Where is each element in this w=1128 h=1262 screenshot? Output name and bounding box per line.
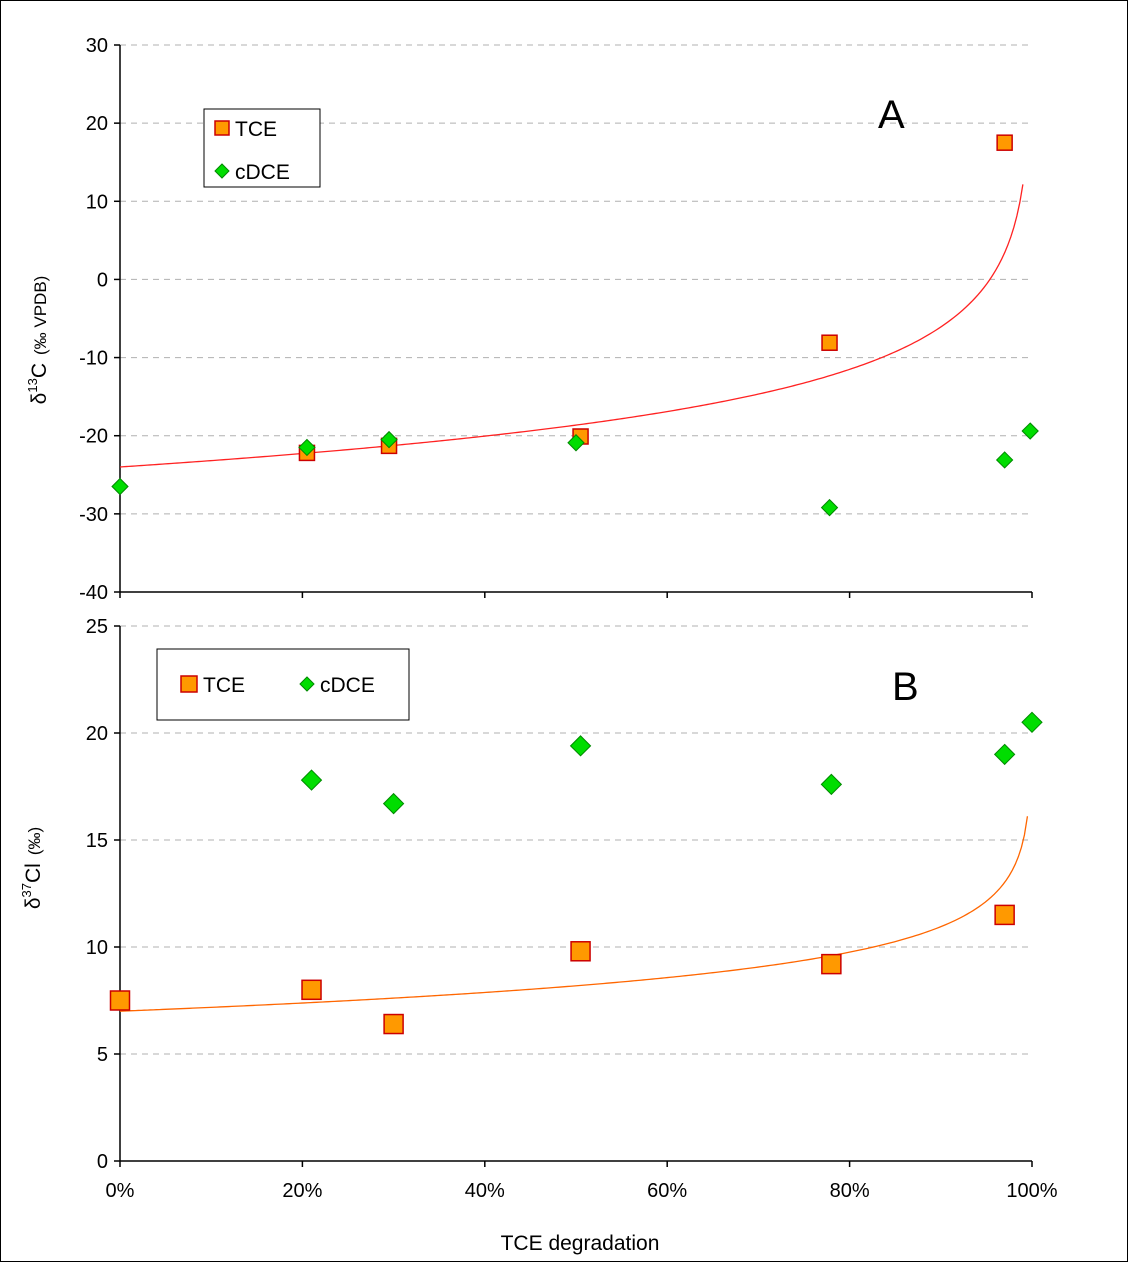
panel-b-ytick-label: 5 [97, 1044, 108, 1066]
panel-a-ytick-label: 10 [86, 191, 108, 213]
panel-b-ytick-label: 15 [86, 830, 108, 852]
panel-b: 25 20 15 10 5 0 0% 20% 40% 60% 80% 100% δ37Cl (‰) B… [19, 616, 1058, 1255]
panel-a-ylabel-symbol: δ [28, 393, 51, 405]
panel-a-legend: TCE cDCE [203, 108, 321, 188]
panel-b-tce-fit-line [119, 816, 1029, 1012]
panel-b-x-axis-label: TCE degradation [501, 1232, 660, 1255]
panel-a-label: A [878, 93, 905, 137]
panel-a-ytick-label: -30 [79, 504, 108, 526]
panel-b-xtick-label: 80% [830, 1180, 870, 1202]
panel-b-y-ticks: 25 20 15 10 5 0 [86, 616, 120, 1173]
panel-b-cdce-point [300, 769, 323, 791]
panel-b-xtick-label: 60% [647, 1180, 687, 1202]
panel-a-y-ticks: 30 20 10 0 -10 -20 -30 -40 [79, 35, 120, 604]
panel-b-legend-box [156, 648, 410, 721]
panel-a-cdce-point [298, 438, 316, 457]
panel-b-points [109, 711, 1043, 1035]
panel-a-tce-point [996, 134, 1013, 151]
panel-a-legend-tce-label: TCE [235, 118, 277, 141]
panel-a-ylabel-element: C [28, 363, 51, 378]
panel-b-x-ticks: 0% 20% 40% 60% 80% 100% [106, 1161, 1058, 1202]
panel-b-ylabel-element: Cl [22, 863, 45, 883]
panel-b-ytick-label: 10 [86, 937, 108, 959]
panel-a-ylabel-superscript: 13 [25, 378, 40, 392]
panel-b-tce-point [821, 953, 842, 975]
panel-a-y-axis-label: δ13C (‰ VPDB) [25, 276, 51, 405]
panel-b-ytick-label: 25 [86, 616, 108, 638]
panel-a-cdce-point [1021, 422, 1039, 440]
panel-b-legend: TCE cDCE [156, 648, 410, 721]
panel-a-legend-cdce-label: cDCE [235, 161, 290, 184]
panel-b-legend-cdce-marker [299, 676, 315, 692]
panel-b-cdce-point [820, 773, 843, 796]
panel-a-cdce-point [567, 434, 585, 452]
panel-a-tce-point [821, 334, 838, 351]
panel-b-cdce-point [569, 735, 592, 757]
panel-a-ytick-label: -20 [79, 426, 108, 448]
panel-b-ylabel-unit: (‰) [25, 827, 44, 855]
panel-b-ylabel-superscript: 37 [19, 883, 34, 897]
panel-a-tce-fit-line [119, 184, 1024, 468]
panel-b-tce-point [570, 941, 591, 962]
panel-b-legend-cdce-label: cDCE [320, 674, 375, 697]
panel-b-ytick-label: 20 [86, 723, 108, 745]
panel-a-cdce-point [995, 451, 1014, 469]
panel-b-legend-tce-label: TCE [203, 674, 245, 697]
panel-a-cdce-point [111, 477, 129, 496]
panel-b-label: B [892, 665, 919, 709]
panel-b-cdce-point [1021, 711, 1043, 734]
panel-b-ytick-label: 0 [97, 1151, 108, 1173]
panel-a-ytick-label: 30 [86, 35, 108, 57]
panel-b-legend-tce-marker [180, 675, 198, 693]
panel-b-tce-point [994, 904, 1015, 926]
panel-b-tce-point [383, 1013, 404, 1035]
panel-b-tce-point [301, 979, 322, 1001]
panel-a-x-ticks [119, 592, 1033, 598]
panel-a-cdce-point [380, 430, 398, 449]
panel-a-ytick-label: -10 [79, 348, 108, 370]
panel-a-ylabel-unit: (‰ VPDB) [31, 276, 50, 355]
panel-b-y-axis-label: δ37Cl (‰) [19, 827, 45, 909]
panel-b-tce-point [109, 990, 131, 1011]
panel-b-xtick-label: 20% [282, 1180, 322, 1202]
panel-a-legend-cdce-marker [214, 163, 230, 179]
panel-b-ylabel-symbol: δ [22, 897, 45, 909]
panel-b-cdce-point [993, 743, 1016, 766]
panel-b-xtick-label: 0% [106, 1180, 135, 1202]
panel-a-points [111, 134, 1039, 517]
panel-b-xtick-label: 100% [1006, 1180, 1057, 1202]
panel-a-ytick-label: -40 [79, 582, 108, 604]
panel-a-cdce-point [820, 498, 839, 517]
panel-a-ytick-label: 0 [97, 269, 108, 291]
panel-a-ytick-label: 20 [86, 113, 108, 135]
panel-a-legend-tce-marker [214, 120, 230, 136]
panel-b-xtick-label: 40% [465, 1180, 505, 1202]
panel-a: 30 20 10 0 -10 -20 -30 -40 δ13C (‰ VPDB) A TCE c… [25, 35, 1039, 604]
panel-b-cdce-point [382, 792, 405, 815]
